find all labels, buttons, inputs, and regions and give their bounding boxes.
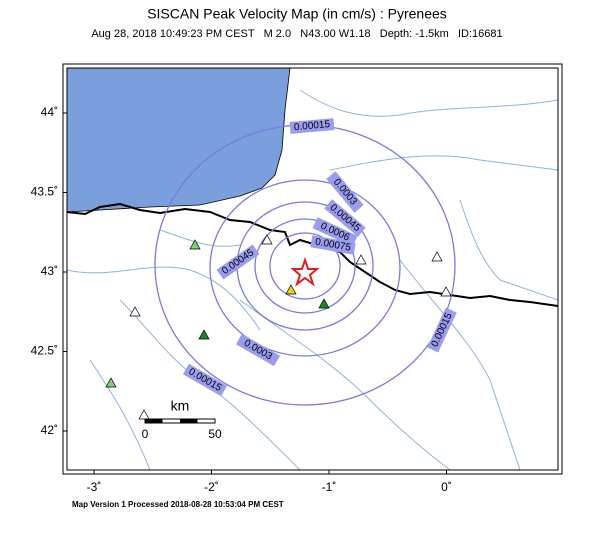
contour-label: 0.00015 — [289, 118, 335, 134]
contour-label-box — [235, 333, 281, 367]
lat-tick-label: 43.5˚ — [31, 185, 58, 199]
contour — [254, 218, 356, 314]
scale-end: 50 — [208, 427, 222, 441]
map-subtitle: Aug 28, 2018 10:49:23 PM CEST M 2.0 N43.… — [91, 28, 502, 40]
contour-label-box — [310, 235, 356, 255]
frame-outer — [62, 63, 563, 475]
border — [67, 202, 558, 307]
frame — [66, 67, 559, 471]
contour-label-box — [216, 244, 260, 280]
contour-label-box — [324, 199, 366, 237]
lon-tick-label: -1˚ — [322, 480, 337, 494]
lat-tick-label: 43˚ — [41, 264, 58, 278]
lat-tick-label: 42˚ — [41, 423, 58, 437]
scale-start: 0 — [142, 427, 149, 441]
lat-tick-label: 42.5˚ — [31, 344, 58, 358]
map-body: 0.000150.00030.000450.00060.000750.00015… — [67, 68, 558, 470]
lon-tick-label: -3˚ — [87, 480, 102, 494]
epicenter — [290, 256, 320, 287]
lon-tick-label: -2˚ — [204, 480, 219, 494]
map-footer: Map Version 1 Processed 2018-08-28 10:53… — [72, 500, 284, 509]
scale-unit: km — [171, 398, 190, 414]
contour-label-box — [312, 217, 358, 247]
contour — [269, 232, 341, 300]
map-title: SISCAN Peak Velocity Map (in cm/s) : Pyr… — [147, 6, 447, 22]
contour-label-box — [182, 363, 228, 397]
lat-tick-label: 44˚ — [41, 105, 58, 119]
contour-label-box — [289, 118, 335, 134]
contour — [209, 179, 401, 357]
contour-label-text: 0.00015 — [294, 119, 331, 133]
contour-label-box — [427, 307, 457, 353]
rivers — [67, 89, 558, 470]
lon-tick-label: 0˚ — [441, 480, 452, 494]
scale-bar: km 0 50 — [142, 398, 222, 441]
contour-label-box — [326, 171, 364, 213]
stations — [105, 234, 452, 420]
